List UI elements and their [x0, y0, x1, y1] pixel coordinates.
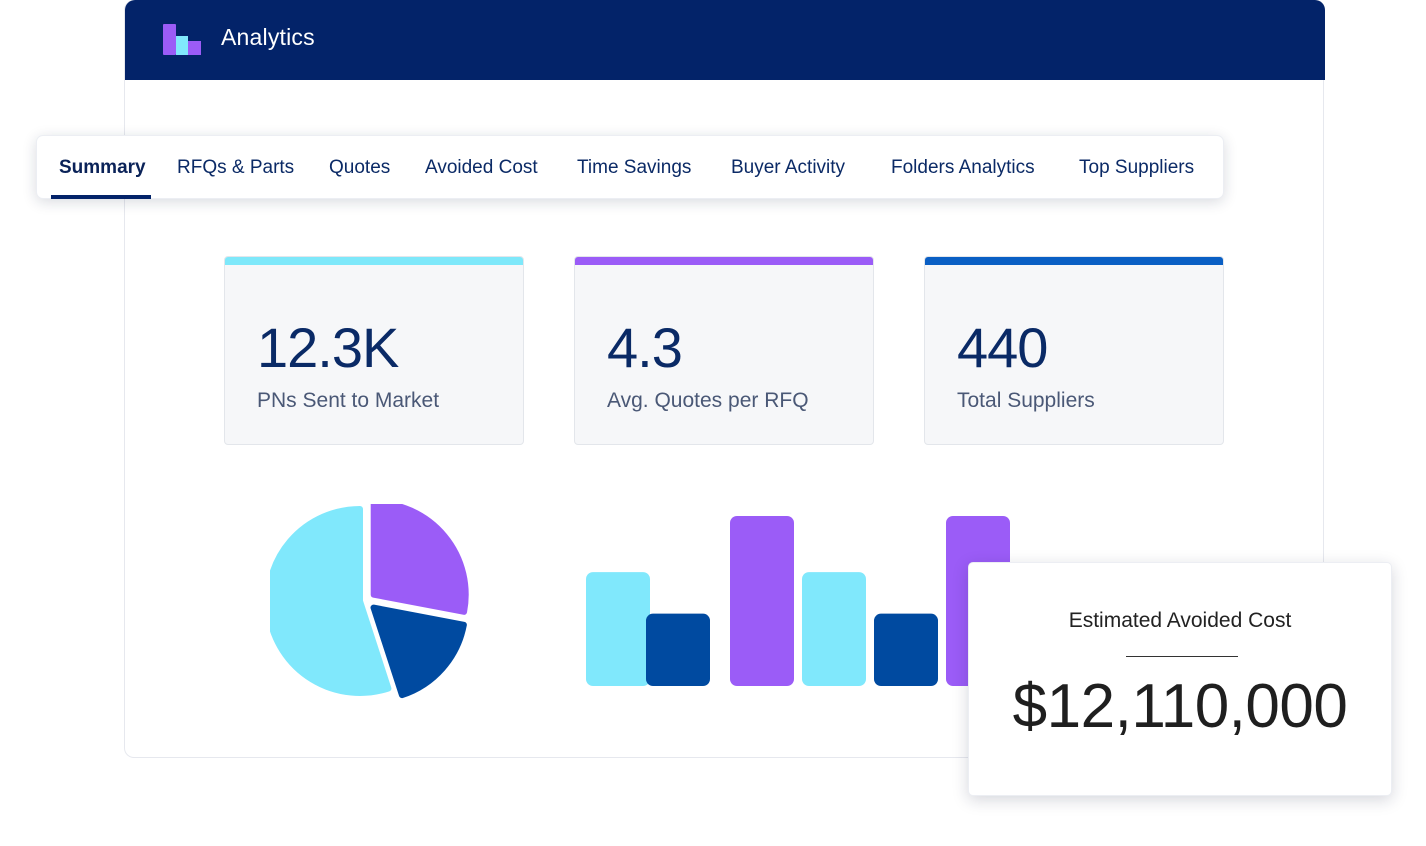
- analytics-logo-icon: [163, 24, 201, 55]
- bar: [586, 572, 650, 686]
- tab-top-suppliers[interactable]: Top Suppliers: [1079, 157, 1195, 178]
- pie-slice: [270, 506, 392, 696]
- divider: [1126, 656, 1238, 657]
- app-title: Analytics: [221, 24, 315, 50]
- callout-amount: $12,110,000: [1012, 672, 1348, 741]
- bar: [646, 613, 710, 686]
- tab-avoided-cost[interactable]: Avoided Cost: [425, 157, 538, 178]
- kpi-accent-bar: [925, 257, 1223, 265]
- kpi-value: 12.3K: [257, 316, 399, 379]
- kpi-card-total-suppliers: 440 Total Suppliers: [924, 256, 1224, 445]
- bar: [874, 613, 938, 686]
- kpi-label: Avg. Quotes per RFQ: [607, 389, 809, 412]
- bar-chart: [586, 516, 1010, 686]
- tab-time-savings[interactable]: Time Savings: [577, 157, 692, 178]
- bar: [802, 572, 866, 686]
- bar: [730, 516, 794, 686]
- kpi-value: 440: [957, 316, 1048, 379]
- kpi-accent-bar: [575, 257, 873, 265]
- tab-rfqs-parts[interactable]: RFQs & Parts: [177, 157, 295, 178]
- kpi-label: Total Suppliers: [957, 389, 1095, 412]
- header-bar: Analytics: [125, 0, 1325, 80]
- kpi-card-avg-quotes: 4.3 Avg. Quotes per RFQ: [574, 256, 874, 445]
- tab-folders-analytics[interactable]: Folders Analytics: [891, 157, 1035, 178]
- estimated-avoided-cost-card: Estimated Avoided Cost $12,110,000: [968, 562, 1392, 796]
- pie-chart: [270, 504, 469, 699]
- active-tab-indicator: [51, 195, 151, 199]
- kpi-label: PNs Sent to Market: [257, 389, 440, 412]
- tab-buyer-activity[interactable]: Buyer Activity: [731, 157, 846, 178]
- tab-quotes[interactable]: Quotes: [329, 157, 391, 178]
- tab-summary[interactable]: Summary: [59, 157, 146, 178]
- kpi-card-pns-sent: 12.3K PNs Sent to Market: [224, 256, 524, 445]
- callout-title: Estimated Avoided Cost: [1068, 609, 1292, 632]
- pie-slice: [370, 504, 469, 615]
- tab-bar: Summary RFQs & Parts Quotes Avoided Cost…: [36, 135, 1224, 199]
- kpi-accent-bar: [225, 257, 523, 265]
- pie-slice: [370, 604, 467, 699]
- kpi-value: 4.3: [607, 316, 683, 379]
